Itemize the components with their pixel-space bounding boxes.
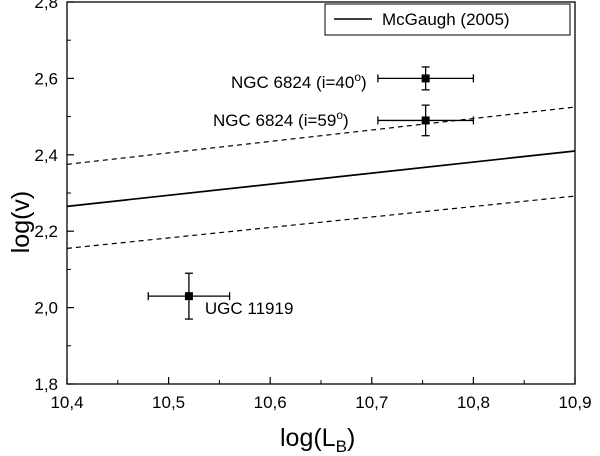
data-point-marker	[421, 116, 430, 125]
data-point-marker	[421, 74, 430, 83]
x-tick-label: 10,4	[50, 393, 83, 412]
axis-ticks: 10,4 10,5 10,6 10,7 10,8 10,9 1,8 2,0 2,2 2,4 2,6 2…	[34, 0, 591, 412]
y-tick-label: 2,2	[34, 222, 58, 241]
x-tick-label: 10,9	[558, 393, 591, 412]
scatter-bound-dashed-line	[66, 195, 576, 249]
legend: McGaugh (2005)	[324, 3, 571, 36]
data-points: NGC 6824 (i=40o) NGC 6824 (i=59o) UGC 1191…	[147, 66, 475, 320]
data-point-label: NGC 6824 (i=59o)	[213, 108, 349, 130]
data-point-group: NGC 6824 (i=40o)	[231, 66, 475, 92]
y-axis-title: log(v)	[7, 191, 35, 254]
y-tick-label: 1,8	[34, 375, 58, 394]
x-axis-title: log(LB)	[280, 424, 355, 456]
plot-frame	[66, 1, 576, 385]
data-point-label: UGC 11919	[205, 299, 294, 318]
legend-label: McGaugh (2005)	[382, 10, 510, 29]
mcgaugh-relation-line	[66, 150, 576, 208]
y-tick-label: 2,6	[34, 69, 58, 88]
y-tick-label: 2,0	[34, 299, 58, 318]
data-point-group: UGC 11919	[147, 272, 294, 320]
data-point-marker	[184, 292, 193, 301]
x-tick-label: 10,6	[254, 393, 287, 412]
x-tick-label: 10,8	[457, 393, 490, 412]
plot-area	[66, 1, 576, 385]
x-tick-label: 10,7	[355, 393, 388, 412]
fit-lines	[66, 106, 576, 249]
y-tick-label: 2,4	[34, 146, 58, 165]
data-point-group: NGC 6824 (i=59o)	[213, 104, 475, 137]
data-point-label: NGC 6824 (i=40o)	[231, 70, 367, 92]
scatter-bound-dashed-line	[66, 106, 576, 165]
x-tick-label: 10,5	[152, 393, 185, 412]
y-tick-label: 2,8	[34, 0, 58, 12]
